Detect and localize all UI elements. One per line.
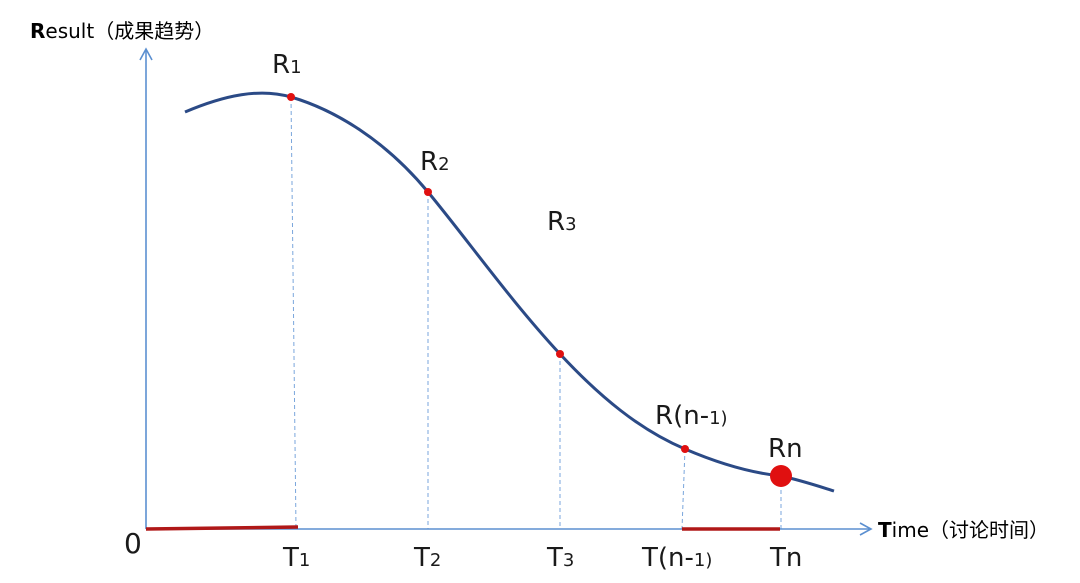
y-axis-title: Result（成果趋势） <box>30 19 214 43</box>
point-rn-1 <box>681 445 689 453</box>
x-axis-title-rest: ime（讨论时间） <box>892 518 1049 542</box>
label-rn: Rn <box>768 434 803 464</box>
label-r1-sub: 1 <box>290 57 301 78</box>
label-t3-sub: 3 <box>563 550 574 571</box>
point-r2 <box>424 188 432 196</box>
label-rn-1-base: R(n- <box>655 401 709 431</box>
label-t2-base: T <box>413 543 430 573</box>
point-r1 <box>287 93 295 101</box>
guide-lines <box>290 96 782 530</box>
result-trend-curve <box>184 91 835 493</box>
label-r3-sub: 3 <box>565 214 576 235</box>
label-rn-1-sub: 1) <box>709 408 727 429</box>
label-r1: R1 <box>272 50 302 80</box>
label-tn-base: Tn <box>769 543 802 573</box>
label-r3-base: R <box>547 207 565 237</box>
label-t3-base: T <box>546 543 563 573</box>
label-r3: R3 <box>547 207 577 237</box>
label-tn-1-sub: 1) <box>694 550 712 571</box>
result-points <box>287 93 792 487</box>
guide-line-tn-1 <box>681 448 686 530</box>
origin-label: 0 <box>124 527 142 560</box>
label-t2-sub: 2 <box>430 550 441 571</box>
label-r1-base: R <box>272 50 290 80</box>
label-rn-1: R(n-1) <box>655 401 728 431</box>
y-axis-title-initial: R <box>30 19 45 43</box>
point-rn <box>770 465 792 487</box>
label-t2: T2 <box>413 543 441 573</box>
label-rn-base: Rn <box>768 434 803 464</box>
label-t3: T3 <box>546 543 574 573</box>
label-tn-1-base: T(n- <box>641 543 694 573</box>
label-r2: R2 <box>420 147 450 177</box>
x-axis-title-initial: T <box>878 518 892 542</box>
label-t1-sub: 1 <box>299 550 310 571</box>
guide-line-t1 <box>290 96 297 530</box>
label-t1: T1 <box>282 543 310 573</box>
highlight-segment-start <box>145 525 299 531</box>
label-r2-sub: 2 <box>438 154 449 175</box>
label-t1-base: T <box>282 543 299 573</box>
x-axis-title: Time（讨论时间） <box>878 518 1049 542</box>
label-tn: Tn <box>769 543 802 573</box>
y-axis-title-rest: esult（成果趋势） <box>45 19 214 43</box>
point-r3 <box>556 350 564 358</box>
label-tn-1: T(n-1) <box>641 543 712 573</box>
label-r2-base: R <box>420 147 438 177</box>
